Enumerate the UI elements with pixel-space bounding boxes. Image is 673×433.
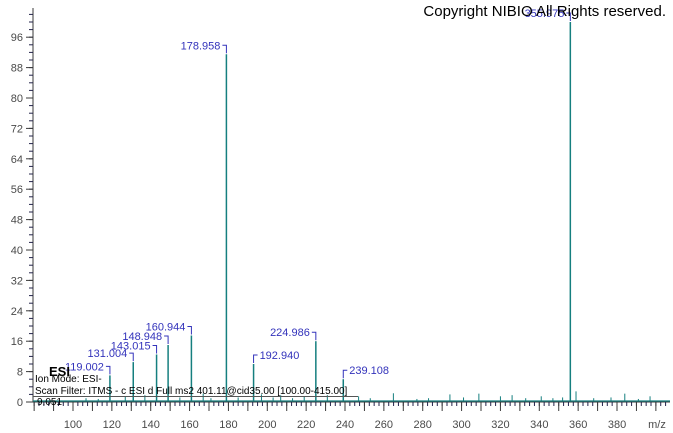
svg-text:280: 280 bbox=[414, 419, 432, 431]
svg-text:143.015: 143.015 bbox=[111, 341, 151, 353]
retention-time-value: 9.051 bbox=[37, 397, 63, 408]
svg-text:300: 300 bbox=[452, 419, 470, 431]
svg-text:72: 72 bbox=[11, 123, 23, 135]
svg-text:32: 32 bbox=[11, 275, 23, 287]
copyright-text: Copyright NIBIO All Rights reserved. bbox=[423, 3, 666, 20]
divider-line bbox=[33, 396, 358, 397]
svg-text:200: 200 bbox=[258, 419, 276, 431]
svg-text:64: 64 bbox=[11, 154, 23, 166]
svg-text:96: 96 bbox=[11, 32, 23, 44]
svg-text:88: 88 bbox=[11, 63, 23, 75]
svg-text:160: 160 bbox=[180, 419, 198, 431]
svg-text:320: 320 bbox=[491, 419, 509, 431]
svg-text:192.940: 192.940 bbox=[260, 350, 300, 362]
scan-filter-text: Scan Filter: ITMS - c ESI d Full ms2 401… bbox=[35, 386, 348, 397]
svg-text:m/z: m/z bbox=[648, 419, 666, 431]
svg-text:360: 360 bbox=[569, 419, 587, 431]
svg-text:178.958: 178.958 bbox=[181, 40, 221, 52]
svg-text:140: 140 bbox=[142, 419, 160, 431]
svg-text:120: 120 bbox=[103, 419, 121, 431]
svg-text:380: 380 bbox=[608, 419, 626, 431]
svg-text:220: 220 bbox=[297, 419, 315, 431]
svg-text:260: 260 bbox=[375, 419, 393, 431]
svg-text:24: 24 bbox=[11, 306, 23, 318]
svg-text:340: 340 bbox=[530, 419, 548, 431]
svg-text:240: 240 bbox=[336, 419, 354, 431]
svg-text:80: 80 bbox=[11, 93, 23, 105]
ion-mode-text: Ion Mode: ESI- bbox=[35, 374, 102, 385]
scan-header-title: ESI bbox=[49, 364, 70, 379]
svg-text:131.004: 131.004 bbox=[87, 348, 127, 360]
svg-text:48: 48 bbox=[11, 215, 23, 227]
svg-text:56: 56 bbox=[11, 184, 23, 196]
svg-text:0: 0 bbox=[17, 397, 23, 409]
svg-text:16: 16 bbox=[11, 336, 23, 348]
svg-text:148.948: 148.948 bbox=[122, 331, 162, 343]
svg-text:40: 40 bbox=[11, 245, 23, 257]
svg-text:119.002: 119.002 bbox=[65, 361, 104, 373]
svg-text:180: 180 bbox=[219, 419, 237, 431]
svg-text:160.944: 160.944 bbox=[146, 322, 186, 334]
svg-text:224.986: 224.986 bbox=[270, 327, 310, 339]
svg-text:355.975: 355.975 bbox=[525, 8, 565, 20]
svg-text:8: 8 bbox=[17, 367, 23, 379]
svg-text:100: 100 bbox=[64, 419, 82, 431]
svg-text:239.108: 239.108 bbox=[349, 365, 389, 377]
